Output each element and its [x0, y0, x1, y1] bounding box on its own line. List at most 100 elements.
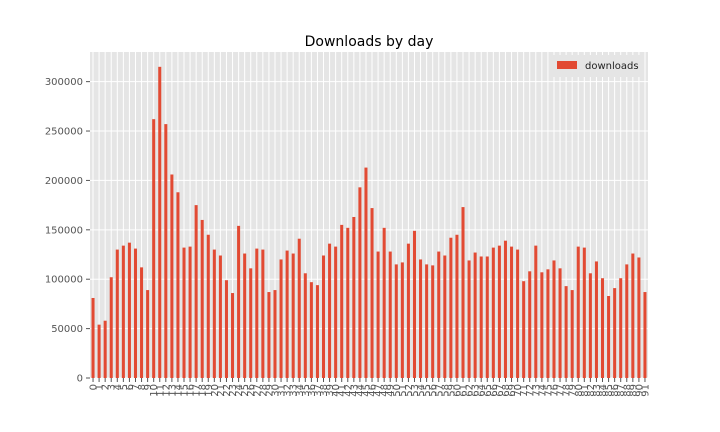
x-tick-label: 46 — [368, 384, 379, 397]
legend-box — [551, 55, 643, 77]
bar-56 — [431, 265, 435, 378]
x-tick-label: 81 — [580, 384, 591, 397]
bar-58 — [443, 255, 447, 378]
bar-28 — [261, 249, 265, 378]
x-tick-label: 68 — [501, 384, 512, 397]
bar-67 — [497, 245, 501, 378]
bars — [91, 66, 647, 379]
x-tick-label: 89 — [628, 384, 639, 397]
bar-11 — [158, 66, 162, 379]
bar-81 — [582, 247, 586, 378]
bar-88 — [625, 264, 629, 378]
bar-61 — [461, 207, 465, 378]
x-tick-label: 13 — [167, 384, 178, 397]
bar-24 — [237, 225, 241, 378]
bar-71 — [522, 281, 526, 378]
x-tick-label: 5 — [119, 384, 130, 390]
x-tick-label: 7 — [131, 384, 142, 390]
x-tick-label: 26 — [246, 384, 257, 397]
bar-15 — [182, 247, 186, 378]
bar-19 — [206, 234, 210, 378]
x-tick-label: 28 — [258, 384, 269, 397]
x-tick-label: 14 — [173, 384, 184, 397]
bar-86 — [613, 288, 617, 378]
bar-41 — [340, 224, 344, 378]
x-tick-label: 60 — [452, 384, 463, 397]
bar-37 — [315, 285, 319, 378]
bar-90 — [637, 257, 641, 378]
x-tick-label: 87 — [616, 384, 627, 397]
x-tick-label: 25 — [240, 384, 251, 397]
bar-47 — [376, 251, 380, 378]
x-tick-label: 65 — [483, 384, 494, 397]
bar-13 — [170, 174, 174, 378]
bar-18 — [200, 219, 204, 378]
x-tick-label: 80 — [574, 384, 585, 397]
x-tick-label: 75 — [543, 384, 554, 397]
x-tick-label: 51 — [398, 384, 409, 397]
x-tick-label: 64 — [477, 384, 488, 397]
chart-title: Downloads by day — [305, 34, 434, 50]
x-tick-label: 16 — [186, 384, 197, 397]
bar-35 — [303, 273, 307, 378]
x-tick-label: 33 — [289, 384, 300, 397]
bar-51 — [400, 262, 404, 378]
bar-73 — [534, 245, 538, 378]
bar-10 — [152, 119, 156, 379]
bar-45 — [364, 167, 368, 378]
x-tick-label: 37 — [313, 384, 324, 397]
x-tick-label: 9 — [143, 384, 154, 390]
x-tick-label: 59 — [446, 384, 457, 397]
bar-36 — [309, 282, 313, 378]
x-tick-label: 38 — [319, 384, 330, 397]
x-tick-label: 61 — [459, 384, 470, 397]
bar-68 — [503, 240, 507, 378]
x-tick-label: 31 — [277, 384, 288, 397]
bar-46 — [370, 208, 374, 378]
x-tick-label: 0 — [89, 384, 100, 390]
bar-0 — [91, 297, 95, 378]
bar-16 — [188, 246, 192, 378]
x-tick-label: 45 — [361, 384, 372, 397]
bar-79 — [570, 290, 574, 378]
x-tick-label: 10 — [149, 384, 160, 397]
x-tick-label: 53 — [410, 384, 421, 397]
x-tick-label: 43 — [349, 384, 360, 397]
bar-77 — [558, 268, 562, 378]
x-tick-label: 77 — [556, 384, 567, 397]
bar-27 — [255, 248, 259, 378]
x-tick-label: 2 — [101, 384, 112, 390]
x-tick-label: 41 — [337, 384, 348, 397]
bar-50 — [394, 264, 398, 378]
bar-31 — [279, 259, 283, 378]
bar-62 — [467, 260, 471, 378]
bar-91 — [643, 292, 647, 378]
bar-53 — [412, 230, 417, 378]
x-tick-label: 50 — [392, 384, 403, 397]
x-tick-label: 86 — [610, 384, 621, 397]
x-tick-label: 55 — [422, 384, 433, 397]
x-tick-label: 11 — [155, 384, 166, 397]
x-tick-label: 56 — [428, 384, 439, 397]
x-tick-label: 54 — [416, 384, 427, 397]
x-tick-label: 63 — [471, 384, 482, 397]
legend-swatch — [557, 61, 577, 69]
x-tick-label: 15 — [180, 384, 191, 397]
bar-65 — [485, 256, 489, 378]
x-tick-label: 21 — [216, 384, 227, 397]
x-tick-label: 49 — [386, 384, 397, 397]
x-tick-label: 78 — [562, 384, 573, 397]
x-tick-label: 70 — [513, 384, 524, 397]
x-tick-label: 8 — [137, 384, 148, 390]
y-tick-label: 200000 — [45, 176, 83, 187]
bar-66 — [491, 247, 495, 378]
y-tick-label: 0 — [77, 374, 83, 385]
bar-7 — [133, 248, 138, 378]
x-axis: 0123456789101112131415161718192021222324… — [89, 378, 651, 397]
bar-25 — [243, 253, 247, 378]
x-tick-label: 3 — [107, 384, 118, 390]
bar-17 — [194, 205, 198, 378]
bar-44 — [358, 187, 362, 378]
bar-30 — [273, 290, 277, 378]
